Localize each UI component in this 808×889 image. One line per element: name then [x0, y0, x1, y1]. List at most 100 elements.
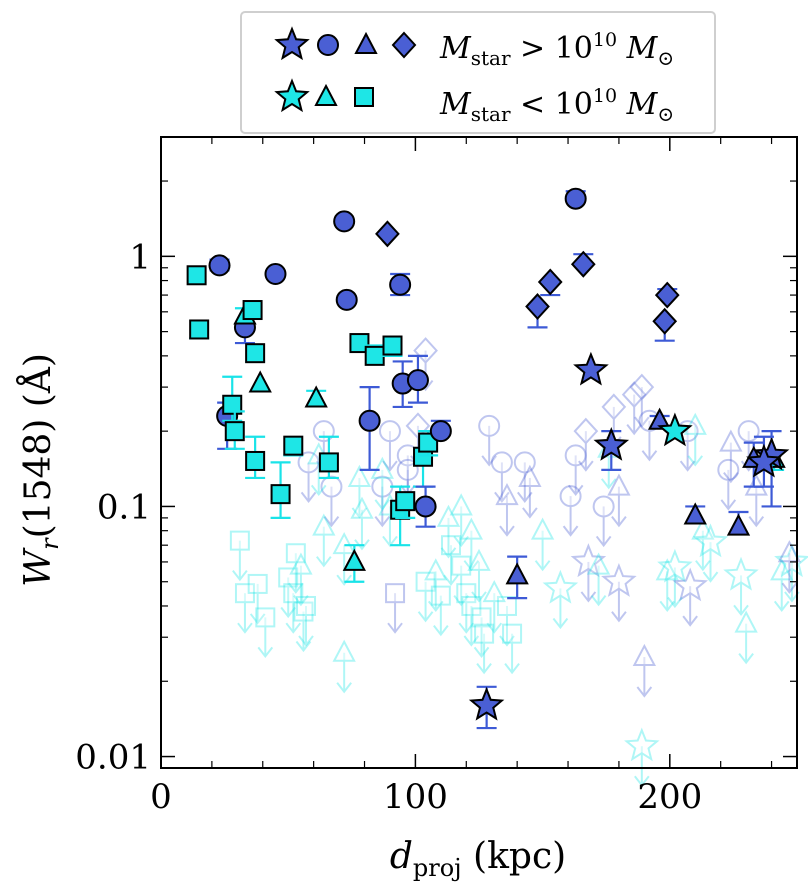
detection-circle-marker	[208, 254, 231, 277]
upper-limit-circle-marker	[717, 458, 740, 481]
upper-limit-square-marker	[451, 555, 472, 576]
upper-limit-circle-marker	[320, 475, 343, 498]
upper-limit-square-marker	[229, 530, 250, 551]
detection-point	[647, 407, 672, 430]
upper-limit-point	[436, 504, 461, 559]
upper-limit-point	[632, 643, 657, 698]
upper-limit-arrow-head	[682, 615, 698, 627]
upper-limit-arrow-head	[374, 516, 391, 528]
upper-limit-square-marker	[247, 573, 268, 594]
upper-limit-triangle-marker	[370, 456, 394, 479]
legend: Mstar > 1010 M⊙ Mstar < 1010 M⊙	[240, 11, 716, 134]
upper-limit-point	[283, 583, 304, 634]
upper-limit-arrow-head	[433, 625, 449, 637]
upper-limit-point	[629, 373, 655, 428]
upper-limit-arrow-head	[463, 635, 480, 647]
detection-triangle-marker	[647, 407, 672, 430]
detection-square-marker	[186, 265, 207, 286]
upper-limit-point	[586, 552, 611, 607]
upper-limit-point	[513, 451, 536, 504]
upper-limit-point	[683, 412, 707, 467]
upper-limit-point	[719, 429, 743, 484]
upper-limit-diamond-marker	[629, 373, 655, 401]
detection-square-marker	[318, 452, 339, 473]
detection-square-marker	[349, 333, 370, 354]
upper-limit-triangle-marker	[495, 482, 519, 506]
upper-limit-circle-marker	[478, 414, 501, 437]
upper-limit-square-marker	[283, 583, 304, 604]
detection-circle-marker	[429, 420, 452, 443]
upper-limit-arrow-head	[781, 582, 798, 594]
upper-limit-point	[495, 482, 519, 537]
detection-star-marker	[593, 426, 630, 461]
detection-point	[283, 435, 304, 457]
detection-point	[652, 307, 678, 342]
upper-limit-point	[490, 451, 513, 504]
upper-limit-arrow-head	[417, 611, 434, 623]
upper-limit-point	[255, 607, 276, 659]
upper-limit-circle-marker	[490, 451, 513, 474]
detection-triangle-marker	[505, 562, 529, 585]
upper-limit-circle-marker	[312, 420, 335, 443]
upper-limit-arrow-head	[578, 460, 594, 472]
upper-limit-point	[717, 458, 740, 511]
upper-limit-star-marker	[601, 562, 637, 597]
upper-limit-point	[247, 573, 268, 625]
detection-triangle-marker	[683, 502, 707, 525]
detection-point	[537, 268, 563, 297]
upper-limit-circle-marker	[297, 451, 320, 474]
upper-limit-point	[592, 495, 615, 548]
upper-limit-arrow-head	[298, 635, 314, 647]
legend-triangle-symbol	[354, 31, 378, 54]
upper-limit-point	[564, 444, 587, 497]
upper-limit-point	[451, 555, 472, 607]
upper-limit-point	[347, 464, 372, 519]
upper-limit-square-marker	[415, 571, 436, 592]
upper-limit-triangle-marker	[424, 558, 448, 581]
upper-limit-arrow-head	[316, 556, 332, 568]
upper-limit-triangle-marker	[482, 580, 506, 603]
upper-limit-triangle-marker	[655, 558, 679, 581]
legend-star-symbol	[274, 78, 310, 113]
upper-limit-arrow-head	[295, 640, 312, 653]
upper-limit-arrow-head	[232, 570, 248, 582]
detection-triangle-marker	[248, 370, 272, 393]
upper-limit-arrow-head	[486, 622, 503, 634]
upper-limit-triangle-marker	[719, 429, 743, 452]
upper-limit-triangle-marker	[777, 540, 802, 563]
upper-limit-point	[370, 456, 394, 511]
upper-limit-arrow-head	[237, 622, 253, 634]
upper-limit-square-marker	[234, 583, 255, 604]
upper-limit-point	[229, 530, 250, 582]
upper-limit-arrow-head	[443, 574, 459, 586]
detection-circle-marker	[333, 210, 356, 233]
upper-limit-arrow-head	[351, 507, 368, 519]
upper-limit-star-marker	[624, 727, 660, 762]
upper-limit-point	[449, 493, 473, 548]
detection-point	[564, 187, 587, 210]
upper-limit-arrow-head	[562, 525, 579, 537]
detection-square-marker	[395, 491, 416, 512]
upper-limit-arrow-head	[687, 455, 704, 467]
detection-star-marker	[746, 443, 782, 478]
x-tick-label: 0	[150, 777, 172, 817]
upper-limit-point	[415, 571, 436, 623]
detection-point	[414, 485, 437, 528]
detection-point	[726, 510, 751, 536]
detection-square-marker	[242, 300, 263, 321]
upper-limit-square-marker	[278, 567, 299, 588]
upper-limit-point	[734, 610, 758, 665]
upper-limit-square-marker	[461, 595, 482, 616]
upper-limit-arrow-head	[293, 594, 309, 607]
detection-square-marker	[245, 343, 266, 364]
detection-square-marker	[382, 335, 403, 356]
upper-limit-point	[542, 569, 579, 630]
upper-limit-triangle-marker	[734, 610, 758, 633]
detection-circle-marker	[406, 369, 429, 392]
upper-limit-triangle-marker	[632, 643, 657, 667]
upper-limit-point	[692, 523, 729, 583]
upper-limit-diamond-marker	[573, 417, 599, 445]
upper-limit-arrow-head	[634, 775, 650, 787]
upper-limit-point	[518, 464, 542, 519]
upper-limit-circle-marker	[396, 458, 419, 481]
